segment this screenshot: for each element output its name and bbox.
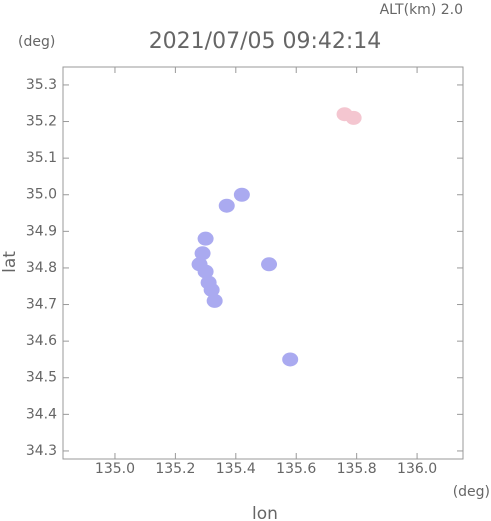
x-tick-label: 136.0 <box>397 461 437 477</box>
y-tick-label: 35.2 <box>26 114 57 130</box>
x-tick-label: 135.4 <box>216 461 256 477</box>
y-axis-label: lat <box>0 251 20 273</box>
y-unit: (deg) <box>18 34 55 50</box>
x-tick-label: 135.8 <box>337 461 377 477</box>
x-tick-label: 135.0 <box>95 461 135 477</box>
x-tick-label: 135.2 <box>155 461 195 477</box>
y-tick-label: 34.7 <box>26 297 57 313</box>
chart-title: 2021/07/05 09:42:14 <box>149 29 382 54</box>
echo-cell <box>345 110 362 125</box>
y-tick-label: 35.3 <box>26 77 57 93</box>
echo-cell <box>261 257 278 272</box>
echo-cell <box>197 231 214 246</box>
y-tick-label: 35.0 <box>26 187 57 203</box>
echo-cell <box>194 246 211 261</box>
echo-cell <box>233 187 250 202</box>
plot-frame <box>62 66 464 460</box>
x-tick-label: 135.6 <box>276 461 316 477</box>
y-tick-label: 34.9 <box>26 223 57 239</box>
y-tick-label: 34.4 <box>26 406 57 422</box>
echo-cell <box>218 198 235 213</box>
echo-cell <box>282 352 299 367</box>
y-tick-label: 34.5 <box>26 370 57 386</box>
altitude-label: ALT(km) 2.0 <box>380 2 463 18</box>
y-tick-label: 34.3 <box>26 443 57 459</box>
y-tick-label: 34.6 <box>26 333 57 349</box>
x-axis-label: lon <box>252 504 278 521</box>
echo-cell <box>206 293 223 308</box>
y-tick-label: 34.8 <box>26 260 57 276</box>
y-tick-label: 35.1 <box>26 150 57 166</box>
x-unit: (deg) <box>453 484 490 500</box>
echo-cell <box>197 264 214 279</box>
echo-cell <box>203 282 220 297</box>
